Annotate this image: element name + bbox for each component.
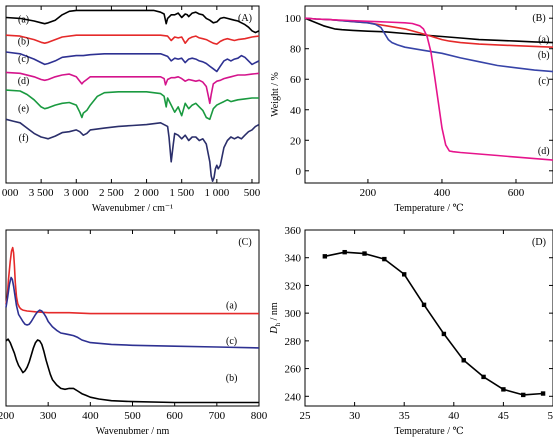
x-tick-label: 4 000 [0, 187, 19, 199]
plot-frame [304, 5, 553, 184]
x-tick-label: 1 500 [169, 187, 194, 199]
x-tick-label: 400 [82, 410, 99, 422]
panel-b: 200 400 600 0 20 40 60 80 100 (a) (b) (c) (d) (B) Temp… [270, 5, 553, 214]
y-tick-label: 240 [285, 391, 302, 403]
y-tick-label: 260 [285, 364, 302, 376]
panel-label: (A) [238, 13, 252, 24]
y-tick-label: 100 [285, 13, 302, 25]
x-tick-label: 50 [548, 410, 553, 422]
plot-frame [5, 5, 260, 184]
x-tick-label: 300 [40, 410, 57, 422]
series-label: (a) [226, 301, 237, 312]
x-tick-label: 600 [508, 187, 525, 199]
data-point [322, 254, 328, 259]
y-tick-label: 60 [290, 74, 302, 86]
x-tick-label: 700 [209, 410, 226, 422]
series-label: (f) [19, 133, 29, 144]
series-line [304, 17, 553, 73]
x-tick-label: 500 [124, 410, 141, 422]
y-axis-title-main: D [269, 326, 280, 335]
x-axis-title: Wavenubmer / cm⁻¹ [92, 203, 173, 214]
series-line [5, 9, 260, 34]
x-tick-label: 3 000 [64, 187, 89, 199]
data-point [382, 256, 387, 262]
x-tick-label: 200 [360, 187, 377, 199]
x-tick-label: 45 [498, 410, 510, 422]
data-point [402, 272, 407, 277]
series-label: (e) [18, 104, 29, 115]
x-tick-label: 500 [244, 187, 261, 199]
panel-c: 200 300 400 500 600 700 800 (a) (c) (b) (C) Wavenub… [0, 229, 268, 437]
series-line [324, 251, 544, 396]
x-tick-label: 1 000 [204, 187, 229, 199]
panel-label: (D) [532, 237, 546, 248]
series-label: (c) [538, 76, 549, 87]
data-point [342, 249, 347, 255]
y-axis-title: Dh / nm [269, 302, 282, 335]
y-axis-title-unit: / nm [269, 302, 280, 323]
y-tick-label: 40 [290, 105, 302, 117]
series-line [5, 71, 260, 105]
y-tick-label: 320 [285, 280, 302, 292]
y-axis-title: Weight / % [270, 72, 281, 117]
y-axis-title-sub: h [274, 322, 282, 326]
data-point [441, 331, 447, 337]
series-line [5, 118, 260, 182]
plot-frame [5, 229, 260, 407]
series-line [5, 51, 260, 73]
x-tick-label: 2 500 [99, 187, 124, 199]
series-line [5, 34, 260, 45]
x-tick-label: 800 [251, 410, 268, 422]
y-tick-label: 360 [285, 225, 302, 237]
x-tick-label: 600 [166, 410, 183, 422]
x-axis-title: Wavenubmer / nm [96, 426, 170, 437]
x-axis-title: Temperature / ℃ [394, 203, 463, 214]
x-tick-label: 400 [434, 187, 451, 199]
series-label: (c) [226, 336, 237, 347]
series-line [5, 89, 259, 121]
data-point [461, 358, 466, 363]
y-tick-label: 0 [296, 166, 302, 178]
panel-a: 4 000 3 500 3 000 2 500 2 000 1 500 1 000 500 (a… [0, 5, 261, 214]
data-point [362, 251, 367, 256]
y-tick-label: 80 [290, 44, 302, 56]
series-label: (b) [226, 373, 238, 384]
panel-label: (C) [238, 237, 251, 248]
series-line [304, 17, 553, 161]
series-label: (b) [18, 36, 30, 47]
x-tick-label: 3 500 [29, 187, 54, 199]
x-tick-label: 200 [0, 410, 15, 422]
series-label: (c) [18, 54, 29, 65]
y-tick-label: 280 [285, 336, 302, 348]
y-tick-label: 20 [290, 135, 302, 147]
series-label: (d) [18, 76, 30, 87]
x-tick-label: 2 000 [134, 187, 159, 199]
series-line [5, 246, 259, 315]
panel-d: 25 30 35 40 45 50 240 260 280 300 320 340 360 (D) Temp… [269, 225, 553, 437]
series-label: (b) [538, 50, 550, 61]
panel-label: (B) [532, 13, 545, 24]
series-label: (a) [538, 35, 549, 46]
y-tick-label: 340 [285, 253, 302, 265]
x-tick-label: 40 [448, 410, 460, 422]
x-tick-label: 30 [349, 410, 361, 422]
series-line [5, 276, 260, 349]
data-point [501, 387, 506, 392]
y-tick-label: 300 [285, 308, 302, 320]
series-line [304, 17, 553, 44]
x-tick-label: 35 [399, 410, 411, 422]
series-label: (d) [538, 146, 550, 157]
data-point [421, 302, 427, 308]
series-line [5, 338, 259, 404]
x-axis-title: Temperature / ℃ [394, 426, 463, 437]
series-label: (a) [18, 14, 29, 25]
data-point [540, 391, 546, 396]
data-point [481, 374, 486, 380]
x-tick-label: 25 [300, 410, 312, 422]
data-point [521, 392, 526, 398]
plot-frame [304, 229, 553, 407]
